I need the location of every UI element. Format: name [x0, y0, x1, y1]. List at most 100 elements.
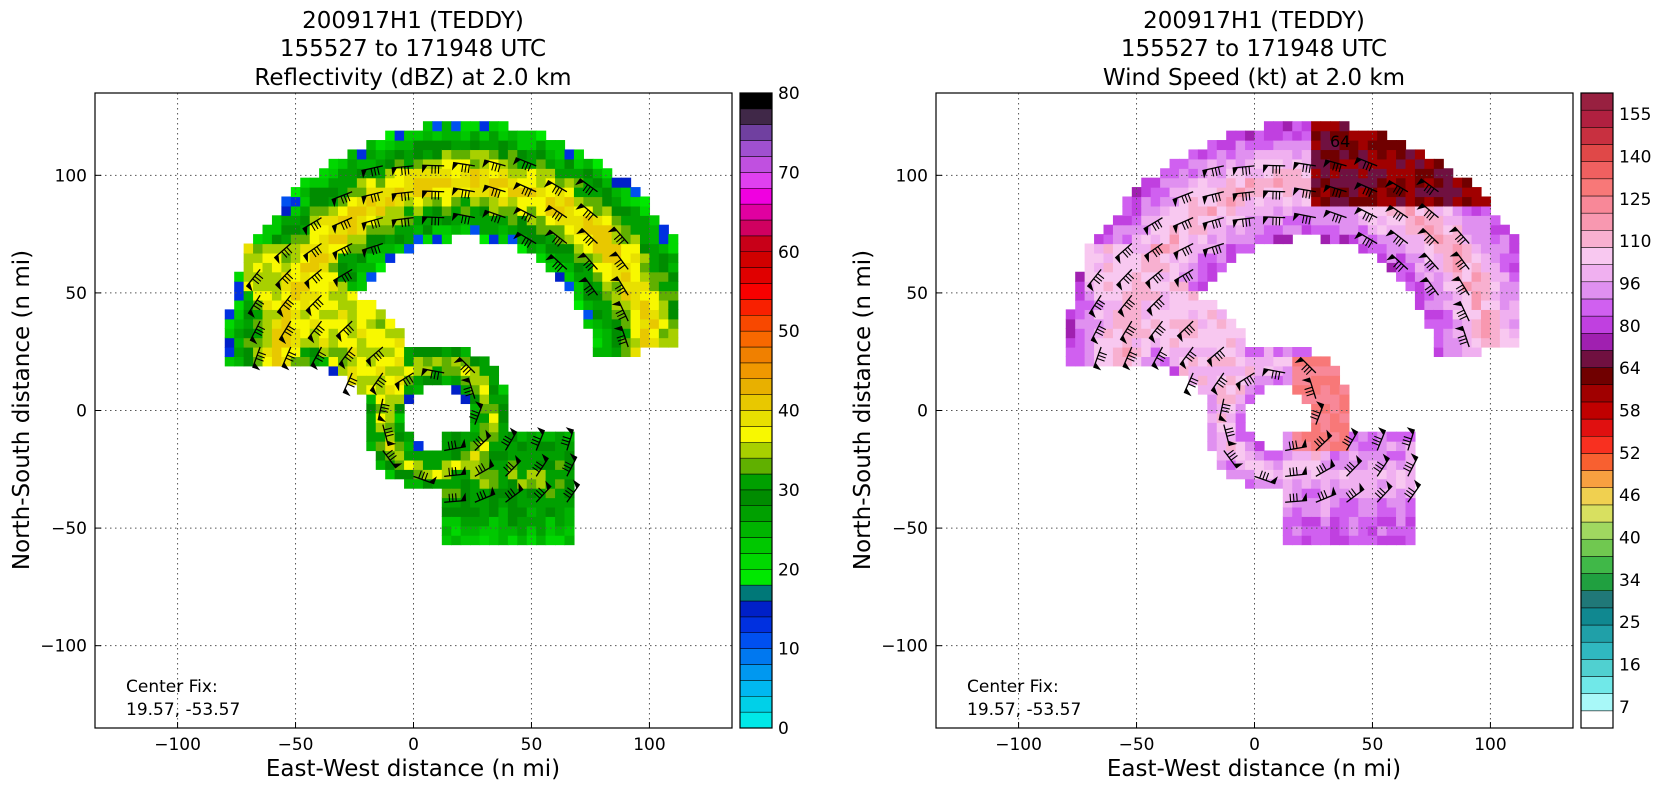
wind-field-cell — [1499, 281, 1510, 292]
reflectivity-field-cell — [413, 441, 424, 452]
reflectivity-field-cell — [300, 337, 311, 348]
reflectivity-wind-barb-shaft — [444, 499, 467, 503]
reflectivity-field-cell — [451, 441, 462, 452]
reflectivity-wind-barb-flag — [613, 326, 623, 332]
reflectivity-field-cell — [253, 281, 264, 292]
reflectivity-field-cell — [545, 149, 556, 160]
reflectivity-field-cell — [517, 168, 528, 179]
wind-wind-barb-feather — [1395, 187, 1401, 195]
wind-field-cell — [1235, 431, 1246, 442]
reflectivity-field-cell — [404, 394, 415, 405]
wind-field-cell — [1112, 215, 1123, 226]
reflectivity-field-cell — [356, 168, 367, 179]
reflectivity-wind-barb-flag — [332, 224, 338, 234]
wind-wind-barb-feather — [1393, 260, 1400, 268]
wind-wind-barb-feather — [1319, 464, 1324, 473]
reflectivity-field-cell — [498, 488, 509, 499]
reflectivity-field-cell — [573, 224, 584, 235]
reflectivity-wind-barb-flag — [303, 252, 308, 263]
wind-field-cell — [1169, 318, 1180, 329]
wind-field-cell — [1084, 318, 1095, 329]
reflectivity-title-line-3: Reflectivity (dBZ) at 2.0 km — [254, 65, 571, 91]
reflectivity-field-cell — [319, 205, 330, 216]
reflectivity-field-cell — [592, 347, 603, 358]
reflectivity-field-cell — [394, 177, 405, 188]
reflectivity-wind-barb-flag — [453, 357, 464, 363]
wind-field-cell — [1311, 431, 1322, 442]
reflectivity-field-cell — [366, 441, 377, 452]
wind-field-cell — [1273, 478, 1284, 489]
wind-wind-barb-feather — [1277, 371, 1281, 380]
reflectivity-colorbar-swatch — [739, 680, 773, 697]
wind-field-cell — [1216, 196, 1227, 207]
wind-field-cell — [1216, 243, 1227, 254]
wind-field-cell — [1443, 187, 1454, 198]
reflectivity-field-cell — [507, 497, 518, 508]
reflectivity-field-cell — [621, 281, 632, 292]
reflectivity-field-cell — [536, 441, 547, 452]
wind-field-cell — [1339, 384, 1350, 395]
wind-field-cell — [1348, 224, 1359, 235]
wind-field-cell — [1084, 243, 1095, 254]
wind-field-cell — [1377, 516, 1388, 527]
wind-wind-barb-flag — [1202, 222, 1208, 232]
reflectivity-wind-barb-feather — [534, 464, 542, 470]
reflectivity-field-cell — [375, 450, 386, 461]
wind-field-cell — [1245, 149, 1256, 160]
wind-title-line-2: 155527 to 171948 UTC — [1121, 36, 1387, 62]
reflectivity-field-cell — [309, 281, 320, 292]
wind-field-cell — [1471, 187, 1482, 198]
wind-field-cell — [1263, 121, 1274, 132]
wind-field-cell — [1462, 347, 1473, 358]
reflectivity-field-cell — [479, 497, 490, 508]
reflectivity-field-cell — [517, 234, 528, 245]
reflectivity-field-cell — [319, 281, 330, 292]
reflectivity-wind-barb-flag — [392, 463, 403, 469]
wind-field-cell — [1405, 459, 1416, 470]
wind-field-cell — [1235, 394, 1246, 405]
wind-wind-barb-feather — [1248, 192, 1251, 201]
reflectivity-wind-barb-feather — [373, 193, 377, 202]
reflectivity-field-cell — [517, 177, 528, 188]
wind-field-cell — [1292, 196, 1303, 207]
reflectivity-field-cell — [356, 149, 367, 160]
reflectivity-field-cell — [328, 328, 339, 339]
reflectivity-field-cell — [347, 328, 358, 339]
wind-colorbar-swatch — [1580, 367, 1614, 386]
reflectivity-field-cell — [573, 262, 584, 273]
reflectivity-wind-barb-flag — [361, 248, 368, 258]
reflectivity-field-cell — [507, 234, 518, 245]
reflectivity-field-cell — [621, 290, 632, 301]
wind-field-cell — [1235, 365, 1246, 376]
reflectivity-field-cell — [517, 441, 528, 452]
reflectivity-field-cell — [592, 318, 603, 329]
wind-field-cell — [1245, 196, 1256, 207]
reflectivity-wind-barb-flag — [490, 486, 496, 496]
reflectivity-wind-barb-feather — [521, 211, 526, 220]
reflectivity-wind-barb-feather — [448, 467, 451, 476]
reflectivity-field-cell — [470, 431, 481, 442]
wind-field-cell — [1197, 234, 1208, 245]
wind-field-cell — [1499, 262, 1510, 273]
reflectivity-wind-barb-feather — [454, 440, 457, 449]
wind-title-line-1: 200917H1 (TEDDY) — [1143, 8, 1365, 34]
wind-field-cell — [1358, 497, 1369, 508]
reflectivity-field-cell — [451, 506, 462, 517]
wind-field-cell — [1292, 525, 1303, 536]
wind-field-cell — [1386, 516, 1397, 527]
wind-field-cell — [1414, 243, 1425, 254]
reflectivity-wind-barb-feather — [618, 341, 627, 345]
wind-field-cell — [1292, 140, 1303, 151]
wind-field-cell — [1443, 205, 1454, 216]
reflectivity-field-cell — [555, 525, 566, 536]
wind-field-cell — [1471, 271, 1482, 282]
wind-field-cell — [1254, 478, 1265, 489]
wind-field-cell — [1386, 234, 1397, 245]
reflectivity-field-cell — [649, 271, 660, 282]
wind-wind-barb-feather — [1157, 354, 1166, 360]
reflectivity-field-cell — [366, 403, 377, 414]
reflectivity-wind-barb-feather — [557, 188, 563, 197]
reflectivity-field-cell — [224, 309, 235, 320]
reflectivity-wind-barb-feather — [535, 489, 543, 497]
wind-field-cell — [1348, 478, 1359, 489]
